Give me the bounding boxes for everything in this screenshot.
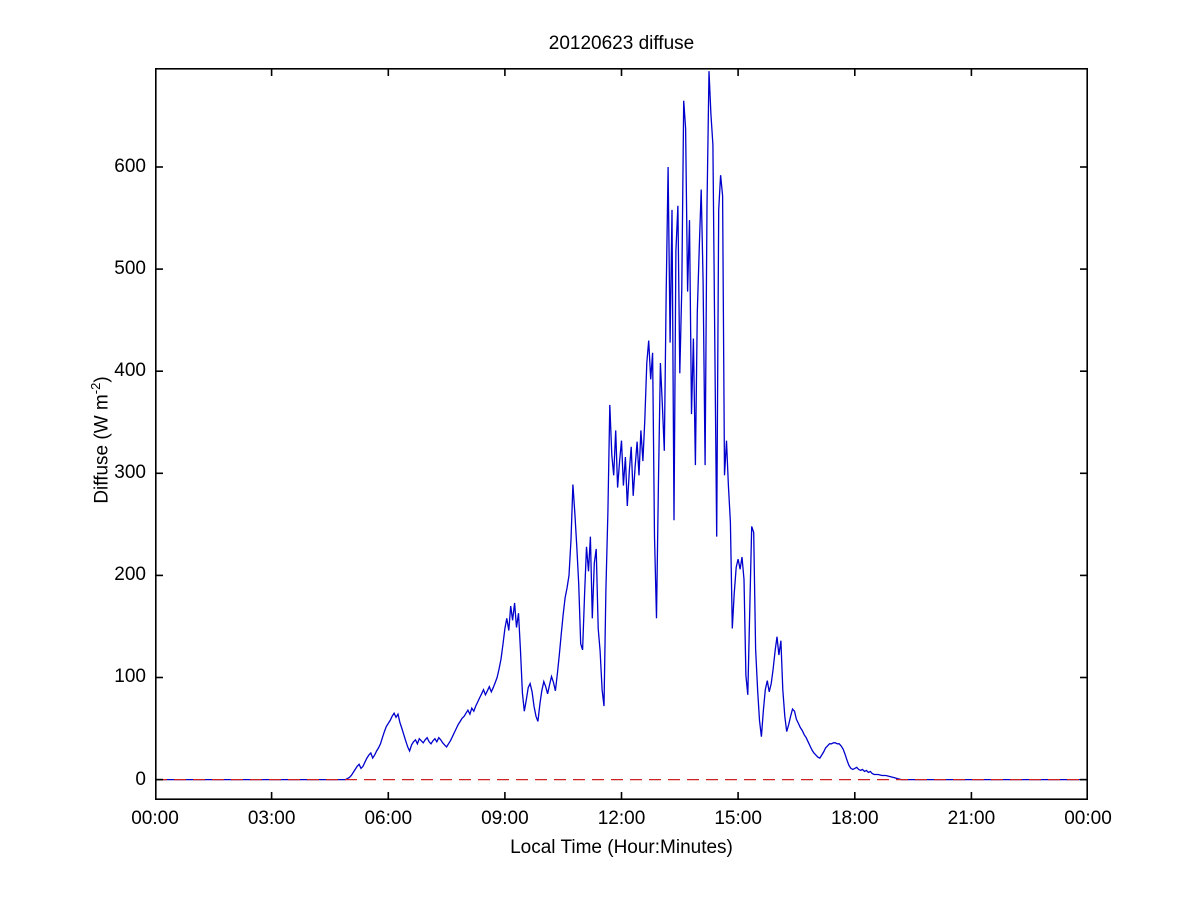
chart-title: 20120623 diffuse — [548, 33, 695, 54]
x-tick-label: 06:00 — [364, 808, 413, 829]
y-tick-label: 200 — [114, 564, 146, 586]
y-axis-label-suffix: ) — [91, 376, 113, 383]
x-tick-label: 00:00 — [1064, 808, 1112, 829]
plot-area — [155, 68, 1088, 800]
x-tick-label: 03:00 — [247, 808, 296, 829]
y-tick-label: 500 — [114, 258, 146, 280]
x-tick-label: 21:00 — [947, 808, 996, 829]
x-tick-label: 12:00 — [597, 808, 646, 829]
y-tick-label: 300 — [114, 462, 146, 484]
x-tick-label: 09:00 — [481, 808, 529, 829]
y-tick-label: 600 — [114, 156, 146, 178]
series-diffuse-irradiance — [155, 71, 1088, 781]
y-tick-label: 400 — [114, 360, 146, 382]
y-tick-label: 100 — [114, 666, 146, 688]
chart-canvas — [155, 68, 1088, 800]
x-tick-label: 15:00 — [714, 808, 762, 829]
y-axis-label: Diffuse (W m-2) — [84, 330, 112, 550]
y-axis-label-exponent: -2 — [88, 382, 103, 395]
x-tick-label: 18:00 — [830, 808, 879, 829]
y-tick-label: 0 — [135, 768, 146, 790]
y-axis-label-text: Diffuse (W m — [91, 394, 113, 504]
x-tick-label: 00:00 — [131, 808, 179, 829]
x-axis-label: Local Time (Hour:Minutes) — [510, 837, 733, 858]
